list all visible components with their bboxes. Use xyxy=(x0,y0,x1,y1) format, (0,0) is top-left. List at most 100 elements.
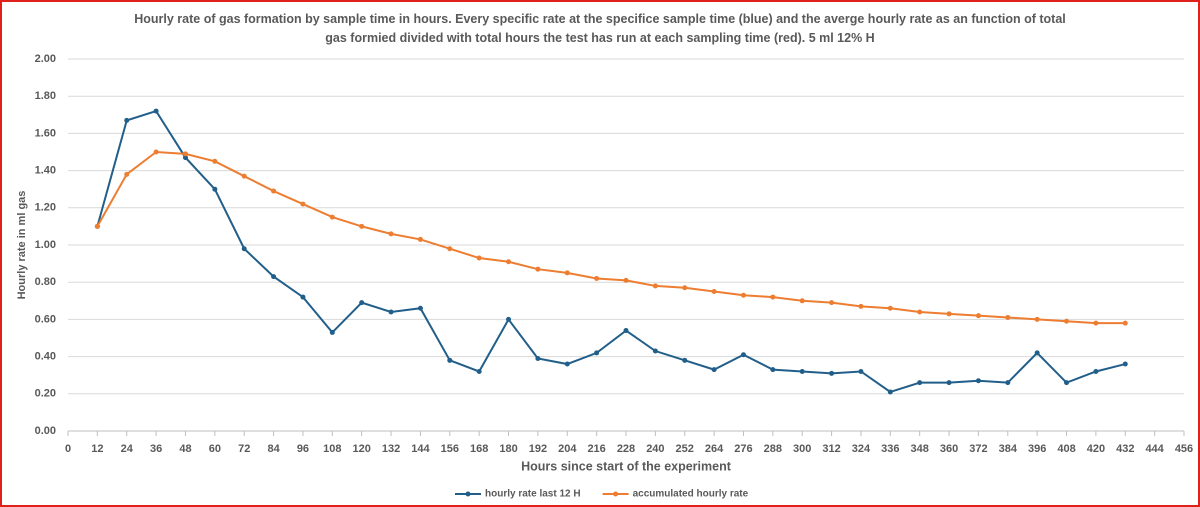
x-tick-label: 336 xyxy=(881,443,899,455)
data-point xyxy=(975,378,981,384)
y-tick-label: 1.00 xyxy=(35,239,56,251)
data-point xyxy=(447,357,453,363)
data-point xyxy=(1005,380,1011,386)
data-point xyxy=(300,201,306,207)
x-tick-label: 132 xyxy=(382,443,400,455)
data-point xyxy=(594,350,600,356)
x-tick-label: 288 xyxy=(764,443,782,455)
data-point xyxy=(1093,368,1099,374)
data-point xyxy=(946,380,952,386)
data-point xyxy=(447,246,453,252)
data-point xyxy=(271,188,277,194)
data-point xyxy=(564,361,570,367)
data-point xyxy=(1034,316,1040,322)
data-point xyxy=(1122,320,1128,326)
data-point xyxy=(682,357,688,363)
x-tick-label: 204 xyxy=(558,443,577,455)
data-point xyxy=(623,277,629,283)
data-point xyxy=(623,328,629,334)
x-tick-label: 252 xyxy=(676,443,694,455)
data-point xyxy=(182,151,188,157)
data-point xyxy=(652,348,658,354)
data-point xyxy=(1122,361,1128,367)
data-point xyxy=(212,186,218,192)
data-point xyxy=(94,223,100,229)
chart-title: Hourly rate of gas formation by sample t… xyxy=(134,12,1066,45)
x-tick-label: 372 xyxy=(969,443,987,455)
data-point xyxy=(829,300,835,306)
y-tick-label: 1.60 xyxy=(35,127,56,139)
x-tick-label: 228 xyxy=(617,443,635,455)
data-point xyxy=(770,367,776,373)
data-point xyxy=(770,294,776,300)
x-tick-label: 84 xyxy=(267,443,280,455)
legend-marker xyxy=(613,491,619,497)
x-tick-label: 384 xyxy=(999,443,1018,455)
x-tick-label: 168 xyxy=(470,443,488,455)
legend-marker xyxy=(465,491,471,497)
data-point xyxy=(564,270,570,276)
data-point xyxy=(212,158,218,164)
data-point xyxy=(1064,380,1070,386)
data-point xyxy=(271,274,277,280)
data-point xyxy=(182,155,188,161)
x-tick-label: 24 xyxy=(121,443,134,455)
data-point xyxy=(329,214,335,220)
data-point xyxy=(388,231,394,237)
data-point xyxy=(506,259,512,265)
x-tick-label: 456 xyxy=(1175,443,1193,455)
data-point xyxy=(359,300,365,306)
data-point xyxy=(153,108,159,114)
x-tick-label: 300 xyxy=(793,443,811,455)
data-point xyxy=(300,294,306,300)
data-point xyxy=(476,368,482,374)
data-point xyxy=(740,352,746,358)
x-tick-label: 312 xyxy=(822,443,840,455)
data-point xyxy=(1005,315,1011,321)
data-point xyxy=(829,370,835,376)
x-tick-label: 360 xyxy=(940,443,958,455)
y-tick-label: 0.80 xyxy=(35,276,56,288)
data-point xyxy=(917,309,923,315)
data-point xyxy=(241,246,247,252)
data-point xyxy=(241,173,247,179)
y-tick-label: 1.80 xyxy=(35,90,56,102)
data-point xyxy=(153,149,159,155)
y-tick-label: 0.60 xyxy=(35,313,56,325)
data-point xyxy=(682,285,688,291)
x-tick-label: 48 xyxy=(179,443,191,455)
x-tick-label: 420 xyxy=(1087,443,1105,455)
x-tick-label: 444 xyxy=(1145,443,1164,455)
x-tick-label: 0 xyxy=(65,443,71,455)
x-tick-label: 180 xyxy=(499,443,517,455)
x-tick-label: 72 xyxy=(238,443,250,455)
x-tick-label: 36 xyxy=(150,443,162,455)
data-point xyxy=(329,329,335,335)
data-point xyxy=(417,305,423,311)
data-point xyxy=(359,223,365,229)
data-point xyxy=(594,275,600,281)
data-point xyxy=(711,289,717,294)
x-tick-label: 156 xyxy=(441,443,459,455)
x-tick-label: 348 xyxy=(911,443,929,455)
data-point xyxy=(858,303,864,309)
data-point xyxy=(799,298,805,304)
data-point xyxy=(799,368,805,374)
data-point xyxy=(506,316,512,322)
data-point xyxy=(535,266,541,272)
x-tick-label: 12 xyxy=(91,443,103,455)
data-point xyxy=(417,236,423,242)
x-tick-label: 96 xyxy=(297,443,309,455)
y-tick-label: 1.20 xyxy=(35,202,56,214)
data-point xyxy=(388,309,394,315)
data-point xyxy=(124,117,130,123)
x-tick-label: 432 xyxy=(1116,443,1134,455)
legend-label: accumulated hourly rate xyxy=(633,489,749,500)
data-point xyxy=(1034,350,1040,356)
data-point xyxy=(740,292,746,298)
data-point xyxy=(476,255,482,261)
data-point xyxy=(858,368,864,374)
